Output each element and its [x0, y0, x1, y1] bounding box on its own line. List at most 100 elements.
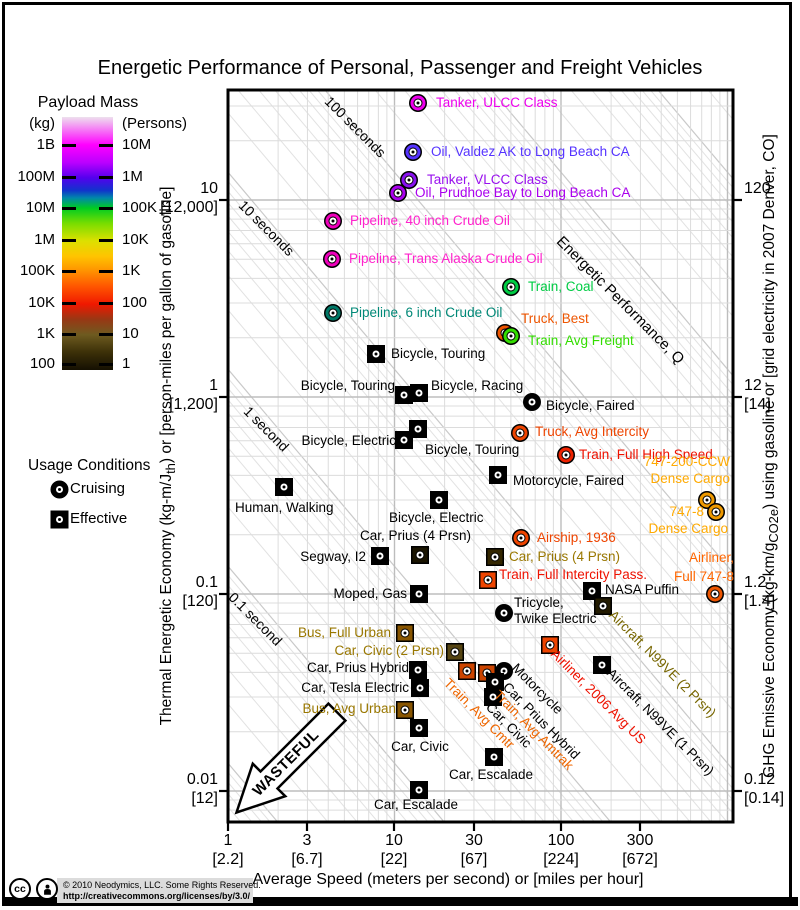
- point-train-full-intercity-pass: [480, 572, 496, 588]
- colorbar-tick-right: [99, 144, 113, 147]
- label-bicycle-racing: Bicycle, Racing: [431, 378, 524, 393]
- point-train-full-high-speed: [558, 447, 574, 463]
- colorbar-tick-left: [62, 239, 76, 242]
- colorbar-tick-left: [62, 207, 76, 210]
- x-tick-100: 100 [224]: [543, 832, 579, 868]
- point-bus-full-urban: [397, 625, 413, 641]
- label-car-prius-4-prsn: Car, Prius (4 Prsn): [509, 549, 621, 564]
- colorbar-tick-left: [62, 270, 76, 273]
- label-train-full-intercity-pass: Train, Full Intercity Pass.: [499, 567, 648, 582]
- person-icon: [43, 884, 51, 895]
- label-dense-cargo: Dense Cargo: [648, 521, 728, 536]
- point-pipeline-40-inch-crude-oil: [325, 213, 341, 229]
- point-car-escalade: [411, 782, 427, 798]
- effective-symbol-icon: [52, 512, 67, 527]
- y-right-tick-1.2: 1.2 [1.4]: [744, 574, 776, 610]
- y-left-tick-0.01: 0.01 [12]: [186, 771, 218, 807]
- legend-label-cruising: Cruising: [70, 480, 126, 497]
- colorbar-tick-left: [62, 333, 76, 336]
- payload-persons-label-10m: 10M: [122, 136, 152, 153]
- wasteful-arrow-icon: [234, 701, 348, 815]
- payload-kg-label-10m: 10M: [25, 199, 55, 216]
- point-aircraft-n99ve-1-prsn: [594, 657, 610, 673]
- attribution-person-icon[interactable]: [36, 878, 58, 900]
- label-pipeline-40-inch-crude-oil: Pipeline, 40 inch Crude Oil: [350, 213, 510, 228]
- chart-title: Energetic Performance of Personal, Passe…: [97, 57, 703, 80]
- point-bicycle-touring: [410, 421, 426, 437]
- point-bicycle-touring: [368, 346, 384, 362]
- point-pipeline-trans-alaska-crude-oil: [324, 251, 340, 267]
- point-truck-avg-intercity: [512, 425, 528, 441]
- label-bicycle-touring: Bicycle, Touring: [300, 378, 395, 393]
- payload-kg-label-1k: 1K: [36, 325, 55, 342]
- label-segway-i2: Segway, I2: [300, 549, 366, 564]
- label-747-8: 747-8: [669, 504, 704, 519]
- point-bicycle-electric: [396, 432, 412, 448]
- x-tick-10: 10 [22]: [380, 832, 408, 868]
- label-train-coal: Train, Coal: [528, 279, 594, 294]
- y-right-tick-12: 12 [14]: [744, 377, 771, 413]
- label-bus-avg-urban: Bus, Avg Urban: [302, 701, 396, 716]
- copyright-text: © 2010 Neodymics, LLC. Some Rights Reser…: [63, 880, 261, 890]
- label-car-civic-2-prsn: Car, Civic (2 Prsn): [334, 643, 444, 658]
- label-dense-cargo: Dense Cargo: [650, 471, 730, 486]
- colorbar-tick-left: [62, 176, 76, 179]
- point-pipeline-6-inch-crude-oil: [325, 305, 341, 321]
- point-train-avg-freight: [503, 328, 519, 344]
- point-car-tesla-electric: [412, 680, 428, 696]
- point-car-civic: [411, 720, 427, 736]
- usage-conditions-title: Usage Conditions: [28, 457, 151, 474]
- point-aircraft-n99ve-2-prsn: [595, 598, 611, 614]
- payload-persons-label-10: 10: [122, 325, 139, 342]
- label-train-full-high-speed: Train, Full High Speed: [579, 447, 713, 462]
- label-pipeline-6-inch-crude-oil: Pipeline, 6 inch Crude Oil: [350, 305, 503, 320]
- creative-commons-icon[interactable]: cc: [9, 878, 31, 900]
- point-moped-gas: [411, 586, 427, 602]
- license-url[interactable]: http://creativecommons.org/licenses/by/3…: [63, 891, 251, 901]
- payload-kg-label-10k: 10K: [28, 294, 55, 311]
- x-tick-3: 3 [6.7]: [291, 832, 323, 868]
- point-bicycle-electric: [431, 492, 447, 508]
- colorbar-tick-right: [99, 207, 113, 210]
- point-oil-prudhoe-bay-to-long-beach-ca: [390, 185, 406, 201]
- label-full-747-8: Full 747-8: [673, 569, 734, 584]
- label-moped-gas: Moped, Gas: [333, 586, 407, 601]
- label-tricycle: Tricycle,: [514, 595, 564, 610]
- label-airliner: Airliner,: [688, 550, 734, 565]
- label-car-escalade: Car, Escalade: [373, 797, 459, 812]
- point-tanker-vlcc-class: [401, 172, 417, 188]
- payload-persons-label-100k: 100K: [122, 199, 158, 216]
- cruising-symbol-icon: [52, 482, 67, 497]
- point-747-200-ccw-dense-cargo: [699, 492, 715, 508]
- payload-persons-label-1k: 1K: [122, 262, 141, 279]
- y-left-tick-10: 10 [12,000]: [160, 180, 218, 216]
- point-car-escalade: [486, 749, 502, 765]
- x-axis-label: Average Speed (meters per second) or [mi…: [252, 871, 644, 888]
- colorbar-tick-right: [99, 333, 113, 336]
- payload-kg-label-1b: 1B: [36, 136, 55, 153]
- payload-persons-label-100: 100: [122, 294, 148, 311]
- colorbar-tick-left: [62, 302, 76, 305]
- payload-mass-kg-header: (kg): [29, 115, 55, 132]
- point-motorcycle-faired: [490, 467, 506, 483]
- label-truck-avg-intercity: Truck, Avg Intercity: [535, 424, 650, 439]
- colorbar-tick-right: [99, 270, 113, 273]
- label-tanker-vlcc-class: Tanker, VLCC Class: [427, 172, 548, 187]
- point-car-prius-hybrid: [487, 674, 503, 690]
- point-airship-1936: [513, 530, 529, 546]
- colorbar-tick-left: [62, 144, 76, 147]
- payload-kg-label-100: 100: [29, 355, 55, 372]
- point-tanker-ulcc-class: [410, 95, 426, 111]
- colorbar-tick-right: [99, 239, 113, 242]
- point-bicycle-racing: [411, 385, 427, 401]
- payload-persons-label-1: 1: [122, 355, 131, 372]
- point-bus-avg-urban: [397, 702, 413, 718]
- label-twike-electric: Twike Electric: [514, 611, 597, 626]
- point-car-prius-hybrid: [410, 662, 426, 678]
- label-bicycle-electric: Bicycle, Electric: [301, 433, 396, 448]
- x-tick-300: 300 [672]: [622, 832, 658, 868]
- point-train-avg-cmtr: [459, 663, 475, 679]
- label-airship-1936: Airship, 1936: [537, 530, 616, 545]
- license-box: [57, 878, 253, 903]
